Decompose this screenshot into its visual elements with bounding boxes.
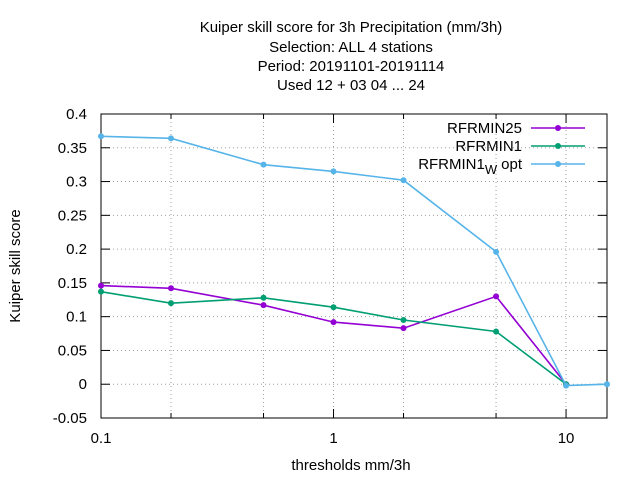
legend-label-rfrmin1: RFRMIN1 [455,138,522,155]
data-point-rfrmin1-w-opt [167,135,174,142]
legend-label-rfrmin25: RFRMIN25 [447,120,522,137]
data-point-rfrmin1-w-opt [400,177,407,184]
chart-title-line-1: Kuiper skill score for 3h Precipitation … [200,19,503,36]
data-point-rfrmin1 [493,328,500,335]
data-point-rfrmin1 [400,317,407,324]
data-point-rfrmin25 [167,285,174,292]
data-point-rfrmin1 [98,288,104,295]
chart-title-line-2: Selection: ALL 4 stations [269,39,433,56]
x-tick-label: 1 [329,430,337,447]
data-point-rfrmin1 [260,294,267,301]
data-point-rfrmin1-w-opt [563,382,570,389]
y-tick-label: -0.05 [53,410,87,427]
y-tick-label: 0.35 [58,140,87,157]
plot-frame [100,113,608,419]
y-tick-label: 0.25 [58,207,87,224]
x-axis-label: thresholds mm/3h [291,457,410,474]
legend: RFRMIN25 RFRMIN1 RFRMIN1W opt [418,120,585,177]
y-tick-label: 0.05 [58,342,87,359]
legend-samples [531,125,585,167]
y-tick-label: 0.3 [66,174,87,191]
series-line-rfrmin1-w-opt [100,135,608,387]
y-axis-tick-labels: 0.4 0.35 0.3 0.25 0.2 0.15 0.1 0.05 0 -0.05 [53,106,87,427]
chart-title-line-4: Used 12 + 03 04 ... 24 [277,77,425,94]
legend-marker-rfrmin1 [555,143,561,149]
data-point-rfrmin25 [260,302,267,309]
x-tick-label: 10 [558,430,575,447]
data-point-rfrmin1-w-opt [98,133,104,140]
y-tick-label: 0.4 [66,106,87,123]
grid [101,114,607,418]
data-point-rfrmin1 [330,304,337,311]
series-rfrmin1-w-opt [98,133,610,389]
legend-label-rfrmin1-w-opt-sub: W [485,162,498,177]
data-point-rfrmin25 [330,319,337,326]
chart-title-line-3: Period: 20191101-20191114 [258,58,445,75]
data-point-rfrmin25 [400,325,407,332]
series-layer [98,133,610,389]
y-tick-label: 0 [79,376,87,393]
legend-marker-rfrmin1-w-opt [555,161,561,167]
data-point-rfrmin25 [493,293,500,300]
data-point-rfrmin1-w-opt [493,248,500,255]
data-point-rfrmin1-w-opt [260,161,267,168]
x-tick-label: 0.1 [91,430,112,447]
legend-label-rfrmin1-w-opt-suffix: opt [501,156,523,173]
y-tick-label: 0.1 [66,309,87,326]
y-tick-label: 0.15 [58,275,87,292]
legend-label-rfrmin1-w-opt: RFRMIN1W opt [418,156,523,177]
data-point-rfrmin1-w-opt [604,381,610,388]
data-point-rfrmin1-w-opt [330,168,337,175]
data-point-rfrmin25 [98,282,104,289]
chart-title: Kuiper skill score for 3h Precipitation … [200,19,503,94]
y-axis-label: Kuiper skill score [7,209,24,322]
axis-ticks [100,113,607,419]
series-rfrmin1 [98,288,570,388]
legend-marker-rfrmin25 [555,125,561,131]
y-tick-label: 0.2 [66,241,87,258]
x-axis-tick-labels: 0.1 1 10 [91,430,575,447]
data-point-rfrmin1 [167,300,174,307]
legend-label-rfrmin1-w-opt-main: RFRMIN1 [418,156,485,173]
series-rfrmin25 [98,282,570,388]
